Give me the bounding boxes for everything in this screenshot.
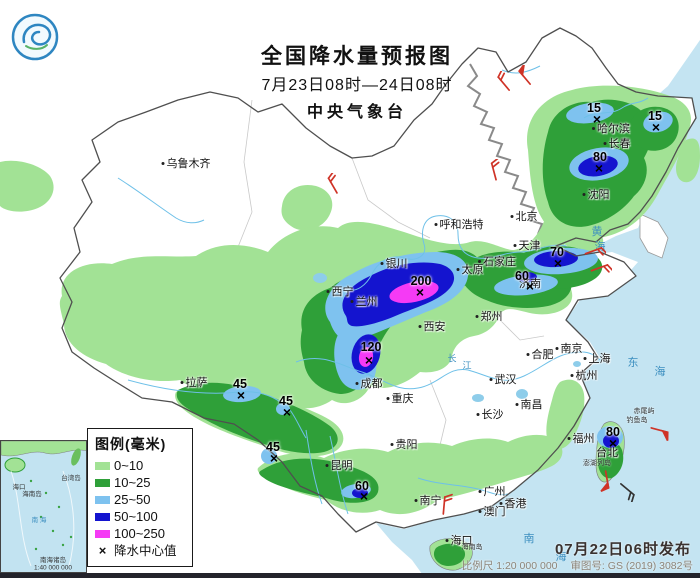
legend-item: 0~10 — [95, 457, 186, 474]
approval-number: 审图号: GS (2019) 3082号 — [570, 560, 693, 572]
legend-item: 100~250 — [95, 525, 186, 542]
scale-text: 比例尺 1:20 000 000 — [461, 560, 558, 572]
legend-item-label: 0~10 — [114, 458, 144, 473]
legend-item-label: 100~250 — [114, 526, 165, 541]
legend-box: 图例(毫米) 0~10 10~25 25~50 50~100 100~250 × 降水中… — [87, 428, 193, 567]
legend-title: 图例(毫米) — [95, 436, 167, 452]
inset-label: 海南岛 — [22, 491, 42, 498]
rain-band-100-250 — [358, 280, 439, 367]
legend-item-label: 10~25 — [114, 475, 151, 490]
legend-swatch — [95, 461, 110, 470]
korea-landmass — [639, 213, 669, 259]
legend-swatch — [95, 512, 110, 521]
legend-swatch — [95, 478, 110, 487]
legend-item-label: 50~100 — [114, 509, 158, 524]
legend-center-label: 降水中心值 — [114, 544, 177, 558]
inset-label: 海口 — [12, 484, 26, 491]
south-china-sea-inset: 台湾岛海口 海南岛南 海南海诸岛 1:40 000 000 — [0, 440, 87, 573]
legend-swatch — [95, 495, 110, 504]
map-scale-line: 比例尺 1:20 000 000 审图号: GS (2019) 3082号 — [462, 558, 693, 573]
legend-item: 25~50 — [95, 491, 186, 508]
legend-item-label: 25~50 — [114, 492, 151, 507]
legend-item: 50~100 — [95, 508, 186, 525]
inset-label: 南 海 — [31, 517, 47, 524]
great-wall-line — [466, 63, 544, 235]
bottom-frame-bar — [0, 573, 700, 578]
inset-label: 南海诸岛 — [40, 557, 66, 564]
legend-swatch — [95, 529, 110, 538]
inset-map — [1, 441, 86, 567]
map-period: 7月23日08时—24日08时 — [261, 77, 453, 94]
issue-time: 07月22日06时发布 — [554, 541, 691, 558]
rivers — [117, 65, 649, 515]
inset-label: 台湾岛 — [61, 475, 81, 482]
legend-center-row: × 降水中心值 — [95, 542, 186, 560]
inset-label: 1:40 000 000 — [34, 564, 72, 572]
map-title: 全国降水量预报图 — [261, 45, 453, 68]
lakes — [313, 273, 581, 402]
map-agency: 中央气象台 — [306, 104, 408, 121]
legend-rows: 0~10 10~25 25~50 50~100 100~250 — [95, 457, 186, 542]
legend-item: 10~25 — [95, 474, 186, 491]
cma-logo-icon — [11, 13, 59, 61]
precip-center-x-icon: × — [98, 543, 107, 558]
